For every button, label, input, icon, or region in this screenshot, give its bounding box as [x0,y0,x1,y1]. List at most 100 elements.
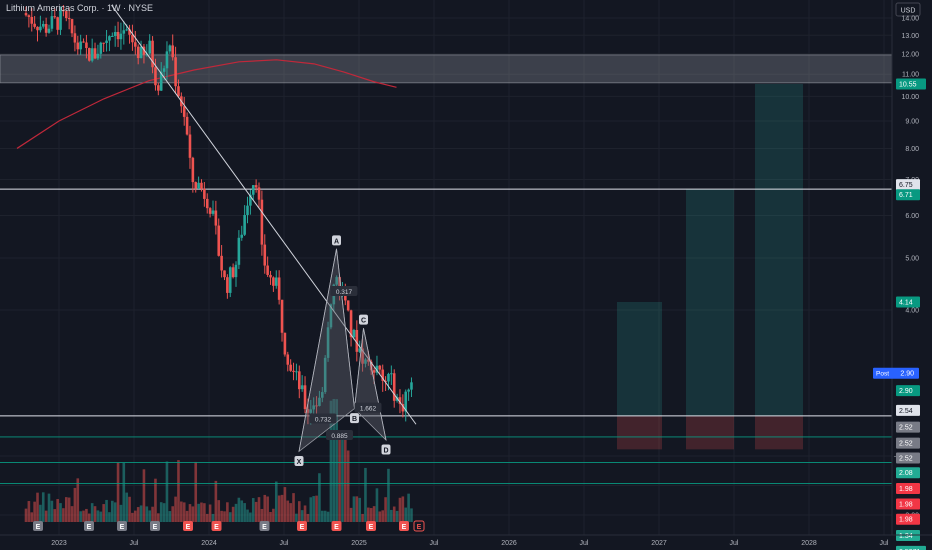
time-tick-label: Jul [580,540,589,547]
candle-body [47,28,51,33]
volume-bar [39,504,42,522]
candle-body [277,277,281,300]
candle-body [335,277,338,285]
candle-body [367,359,370,362]
candle-body [174,57,177,87]
earnings-marker[interactable] [399,521,409,531]
currency-button[interactable] [895,2,921,17]
candle-body [220,255,223,271]
candle-body [93,48,97,59]
candle-body [358,348,361,352]
horizontal-lines[interactable] [0,188,892,484]
candle-body [361,348,364,364]
earnings-marker[interactable] [259,521,270,531]
volume-bar [280,494,284,522]
candle-body [70,19,74,34]
volume-bar [125,492,128,522]
resistance-zone[interactable] [0,54,893,84]
target-zone-profit[interactable] [686,189,734,416]
volume-bar [180,501,183,522]
candle-body [59,10,62,30]
volume-bar [174,496,177,522]
volume-bar [231,506,235,522]
volume-bar [64,497,68,522]
candle-body [237,237,241,265]
earnings-marker[interactable] [84,521,94,531]
volume-bar [249,512,252,522]
candle-body [96,53,100,59]
volume-bar [157,513,160,522]
volume-bar [33,501,36,522]
trendline-layer[interactable] [111,4,417,425]
volume-bar [188,504,192,522]
volume-bar [113,502,117,522]
candle-body [329,304,333,328]
earnings-marker[interactable] [331,521,342,531]
price-label-box [896,189,920,201]
volume-bar [323,510,327,522]
volume-bar [93,506,97,522]
target-zone-stop[interactable] [755,415,803,450]
volume-bar [182,502,186,522]
time-axis[interactable]: 2023 Jul 2024 Jul 2025 Jul 2026 Jul 2027 Jul 2028 J… [0,534,932,547]
candle-body [125,29,128,31]
resistance-zone-layer [0,54,893,84]
price-label-text: 1.98 [899,486,913,493]
price-label-text: 1.98 [899,517,913,524]
target-zone-stop[interactable] [617,415,662,450]
volume-bar [315,495,318,522]
candle-body [295,371,298,373]
candle-body [263,244,267,266]
volume-bar [79,511,82,522]
earnings-marker[interactable] [211,521,222,531]
earnings-marker[interactable] [413,520,425,532]
volume-bar [148,510,151,522]
volume-bar [208,504,212,522]
time-tick-label: 2025 [351,540,367,547]
candle-body [228,267,232,293]
earnings-marker-label: E [300,524,305,531]
price-label-text: 6.75 [899,182,913,189]
volume-bar [240,500,244,522]
price-label-box [896,545,926,550]
volume-bar [387,468,390,522]
volume-bar [367,507,370,522]
volume-bar [390,509,393,522]
earnings-marker[interactable] [117,521,127,531]
harmonic-pattern[interactable]: X A B C D 0.317 0.732 0.885 1.662 [294,235,391,466]
volume-bar [24,508,28,522]
candle-body [364,359,367,364]
descending-trendline[interactable] [111,4,417,425]
volume-bar [341,436,344,522]
volume-bar [237,497,241,522]
target-zone-profit[interactable] [617,301,662,416]
target-zone-profit[interactable] [755,83,803,416]
candle-body [401,404,405,412]
candle-body [171,45,175,58]
candle-body [246,205,249,215]
target-zone-stop[interactable] [686,415,734,450]
time-tick-label: 2027 [651,540,667,547]
volume-bar [102,504,105,522]
earnings-marker[interactable] [33,521,43,531]
price-axis[interactable]: USD14.0013.0012.0011.0010.009.008.007.00… [873,0,932,550]
volume-bar [318,473,321,522]
price-label-text: 2.52 [899,441,913,448]
volume-bar [257,497,261,522]
candle-body [280,299,284,333]
volume-bar [286,500,290,522]
candle-body [142,46,146,55]
volume-bar [369,508,373,522]
candle-body [378,365,382,370]
currency-label: USD [901,8,916,15]
earnings-marker[interactable] [366,521,376,531]
earnings-marker[interactable] [150,521,160,531]
volume-bar [47,493,51,522]
volume-bar [234,503,238,522]
earnings-marker[interactable] [297,521,307,531]
candle-body [99,42,103,54]
volume-bar [70,506,74,522]
earnings-marker[interactable] [183,521,193,531]
